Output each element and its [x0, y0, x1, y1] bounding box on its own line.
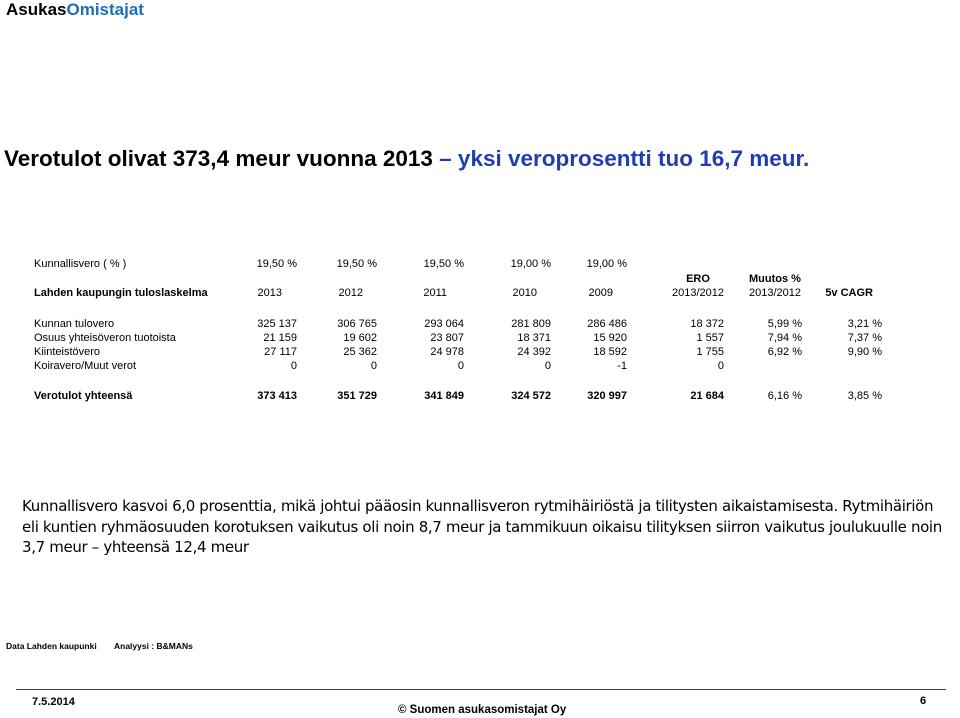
brand-part1: Asukas — [6, 0, 67, 19]
page-title: Verotulot olivat 373,4 meur vuonna 2013 … — [4, 146, 954, 172]
table-row-4-value-2013: 0 — [290, 360, 297, 372]
table-row-3-label: Kiinteistövero — [34, 346, 101, 358]
table-row-2-ero: 1 557 — [696, 332, 724, 344]
table-row-3-value-2010: 24 392 — [517, 346, 551, 358]
table-row-1-muutos: 5,99 % — [767, 318, 802, 330]
table-row-1-value-2013: 325 137 — [257, 318, 297, 330]
table-row-1-cagr: 3,21 % — [847, 318, 882, 330]
muutos-header: Muutos % — [749, 273, 801, 285]
table-row-3-value-2009: 18 592 — [593, 346, 627, 358]
table-row-1-value-2009: 286 486 — [587, 318, 627, 330]
table-total-row-value-2011: 341 849 — [424, 390, 464, 402]
table-row-4-value-2011: 0 — [457, 360, 464, 372]
ero-header: ERO — [686, 273, 710, 285]
year-2010: 2010 — [512, 287, 537, 299]
source-analysis-label: Analyysi : B&MANs — [114, 641, 193, 651]
table-row-2-value-2013: 21 159 — [263, 332, 297, 344]
table-row-4-label: Koiravero/Muut verot — [34, 360, 137, 372]
table-total-row-value-2010: 324 572 — [511, 390, 551, 402]
table-row-3-value-2012: 25 362 — [343, 346, 377, 358]
title-highlight: – yksi veroprosentti tuo 16,7 meur. — [439, 146, 810, 171]
commentary-paragraph: Kunnallisvero kasvoi 6,0 prosenttia, mik… — [22, 497, 942, 556]
year-2009: 2009 — [588, 287, 613, 299]
title-prefix: Verotulot olivat 373,4 meur vuonna 2013 — [4, 146, 440, 171]
tax-income-table: Kunnallisvero ( % ) 19,50 % 19,50 % 19,5… — [34, 258, 882, 402]
year-2013: 2013 — [257, 287, 282, 299]
table-row-1-value-2010: 281 809 — [511, 318, 551, 330]
table-total-row-value-2012: 351 729 — [337, 390, 377, 402]
table-total-row-label: Verotulot yhteensä — [34, 390, 133, 402]
table-row-2-value-2011: 23 807 — [430, 332, 464, 344]
tax-rate-2009: 19,00 % — [586, 258, 627, 270]
table-row-2-label: Osuus yhteisöveron tuotoista — [34, 332, 176, 344]
footer-divider — [16, 689, 946, 690]
table-row-2-value-2012: 19 602 — [343, 332, 377, 344]
tax-rate-2011: 19,50 % — [423, 258, 464, 270]
table-row-2-value-2009: 15 920 — [593, 332, 627, 344]
year-2012: 2012 — [338, 287, 363, 299]
brand-logo: AsukasOmistajat — [6, 0, 144, 20]
table-row-1-ero: 18 372 — [690, 318, 724, 330]
footer-date: 7.5.2014 — [32, 696, 75, 708]
table-row-4-value-2009: -1 — [617, 360, 627, 372]
muutos-subheader: 2013/2012 — [749, 287, 801, 299]
table-row-4-ero: 0 — [717, 360, 724, 372]
table-row-2-muutos: 7,94 % — [767, 332, 802, 344]
tax-rate-2012: 19,50 % — [336, 258, 377, 270]
table-row-4-value-2010: 0 — [544, 360, 551, 372]
brand-part2: Omistajat — [66, 0, 144, 19]
table-row-4-value-2012: 0 — [370, 360, 377, 372]
year-2011: 2011 — [423, 287, 447, 299]
tax-rate-2013: 19,50 % — [256, 258, 297, 270]
table-total-row-ero: 21 684 — [690, 390, 724, 402]
cagr-header: 5v CAGR — [825, 287, 873, 299]
footer-copyright: © Suomen asukasomistajat Oy — [398, 704, 567, 716]
table-row-3-cagr: 9,90 % — [847, 346, 882, 358]
source-data-label: Data Lahden kaupunki — [6, 641, 97, 651]
table-total-row-cagr: 3,85 % — [847, 390, 882, 402]
table-row-3-ero: 1 755 — [696, 346, 724, 358]
table-row-2-cagr: 7,37 % — [847, 332, 882, 344]
tax-rate-2010: 19,00 % — [510, 258, 551, 270]
table-row-1-value-2011: 293 064 — [424, 318, 464, 330]
table-total-row-muutos: 6,16 % — [767, 390, 802, 402]
table-header-label: Lahden kaupungin tuloslaskelma — [34, 287, 208, 299]
table-row-3-value-2013: 27 117 — [264, 346, 297, 358]
footer-page-number: 6 — [920, 695, 927, 707]
table-row-2-value-2010: 18 371 — [517, 332, 551, 344]
table-row-3-value-2011: 24 978 — [430, 346, 464, 358]
table-row-1-label: Kunnan tulovero — [34, 318, 115, 330]
table-row-3-muutos: 6,92 % — [767, 346, 802, 358]
table-total-row-value-2013: 373 413 — [257, 390, 297, 402]
tax-rate-label: Kunnallisvero ( % ) — [34, 258, 127, 270]
ero-subheader: 2013/2012 — [672, 287, 724, 299]
table-row-1-value-2012: 306 765 — [337, 318, 377, 330]
table-total-row-value-2009: 320 997 — [587, 390, 627, 402]
